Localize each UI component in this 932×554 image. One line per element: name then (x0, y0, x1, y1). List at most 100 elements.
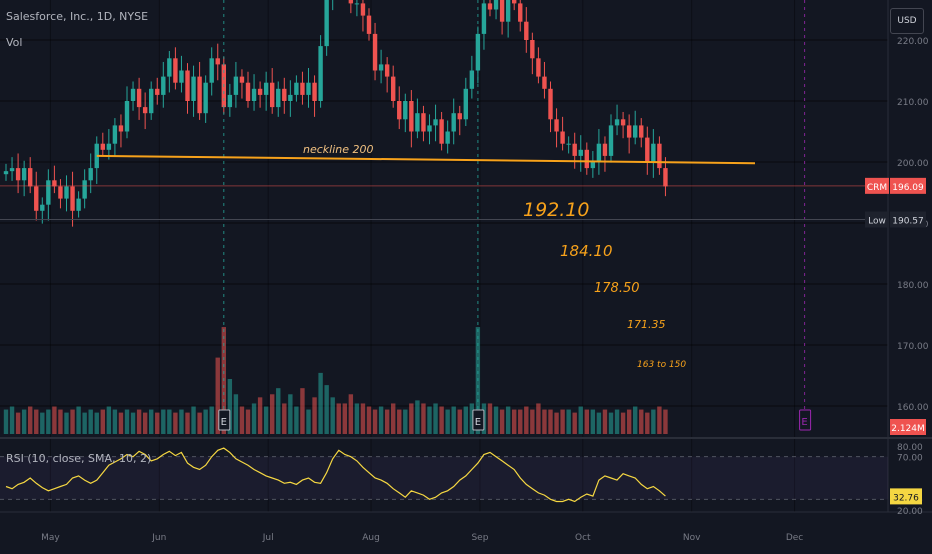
volume-bar (306, 409, 311, 434)
volume-bar (633, 406, 638, 434)
volume-bar (282, 403, 287, 434)
volume-bar (136, 409, 142, 434)
candle-body (34, 186, 39, 211)
volume-bar (445, 409, 450, 434)
earnings-marker-label: E (221, 417, 227, 428)
candle-body (288, 94, 293, 101)
candle-body (602, 143, 608, 156)
rsi-tick-label: 70.00 (897, 454, 923, 464)
target-label: 171.35 (627, 318, 666, 331)
volume-bar (312, 397, 317, 434)
candle-body (9, 168, 15, 172)
candle-body (227, 94, 233, 108)
currency-button[interactable]: USD (890, 8, 924, 34)
volume-bar (52, 406, 57, 434)
volume-bar (215, 357, 220, 434)
candle-body (433, 119, 438, 126)
candle-body (518, 3, 523, 22)
candle-body (639, 125, 644, 138)
time-tick-label: Oct (575, 533, 591, 543)
candle-body (3, 171, 9, 175)
candle-body (457, 113, 462, 120)
candle-body (76, 198, 81, 211)
target-label: 178.50 (594, 281, 640, 296)
volume-bar (584, 409, 589, 434)
candle-body (391, 76, 396, 101)
time-tick-label: Aug (362, 533, 380, 543)
volume-layer (3, 327, 668, 434)
volume-bar (596, 412, 602, 434)
candle-body (15, 168, 21, 181)
volume-bar (149, 409, 154, 434)
candle-body (493, 0, 499, 10)
candle-body (590, 162, 596, 169)
candle-body (312, 82, 317, 101)
volume-bar (608, 412, 614, 434)
candle-body (142, 107, 148, 114)
volume-bar (499, 409, 505, 434)
candle-body (620, 119, 626, 126)
candle-body (572, 143, 577, 156)
candle-body (469, 70, 475, 89)
candle-body (463, 88, 468, 120)
tag-layer: CRM 196.09 Low 190.57 2.124M 32.76 (865, 177, 926, 505)
symbol-legend[interactable]: Salesforce, Inc., 1D, NYSE (6, 10, 149, 23)
candle-body (614, 119, 620, 126)
volume-bar (342, 403, 347, 434)
candle-body (554, 119, 559, 132)
volume-legend[interactable]: Vol (6, 36, 23, 49)
volume-bar (15, 412, 21, 434)
volume-bar (94, 412, 99, 434)
candle-body (542, 76, 547, 89)
volume-bar (372, 409, 378, 434)
volume-bar (263, 406, 269, 434)
price-tick-label: 170.00 (897, 342, 929, 352)
candle-body (397, 101, 402, 120)
price-tick-label: 220.00 (897, 37, 929, 47)
volume-bar (439, 406, 444, 434)
low-tag: Low 190.57 (865, 211, 926, 228)
rsi-tick-label: 20.00 (897, 507, 923, 517)
low-tag-label: Low (868, 217, 886, 227)
candle-body (366, 15, 372, 34)
low-tag-label-bg (865, 211, 889, 228)
candle-body (372, 33, 378, 71)
rsi-legend[interactable]: RSI (10, close, SMA, 10, 2) (6, 452, 152, 465)
candle-body (294, 82, 299, 95)
volume-bar (270, 394, 275, 434)
price-tick-label: 180.00 (897, 281, 929, 291)
candle-body (530, 40, 535, 59)
rsi-tag-value: 32.76 (893, 493, 919, 503)
volume-bar (645, 412, 650, 434)
candle-body (70, 186, 75, 211)
candle-body (651, 143, 656, 162)
candle-body (427, 125, 432, 132)
candle-body (536, 58, 541, 77)
candle-body (167, 58, 172, 77)
volume-bar (457, 409, 462, 434)
candle-body (512, 0, 517, 4)
volume-bar (602, 409, 608, 434)
candle-body (124, 101, 130, 132)
volume-bar (64, 412, 69, 434)
candle-body (136, 88, 142, 108)
volume-bar (336, 403, 341, 434)
volume-bar (233, 394, 239, 434)
candle-body (608, 125, 614, 156)
candle-body (52, 180, 57, 187)
candle-body (118, 125, 124, 132)
volume-bar (300, 388, 305, 434)
candle-body (548, 88, 553, 120)
candle-body (245, 82, 251, 101)
low-tag-value-bg (890, 211, 926, 228)
candle-body (626, 125, 632, 138)
volume-bar (106, 406, 112, 434)
volume-bar (118, 412, 124, 434)
volume-bar (384, 409, 390, 434)
rsi-tag-bg (890, 488, 922, 505)
volume-bar (76, 406, 81, 434)
